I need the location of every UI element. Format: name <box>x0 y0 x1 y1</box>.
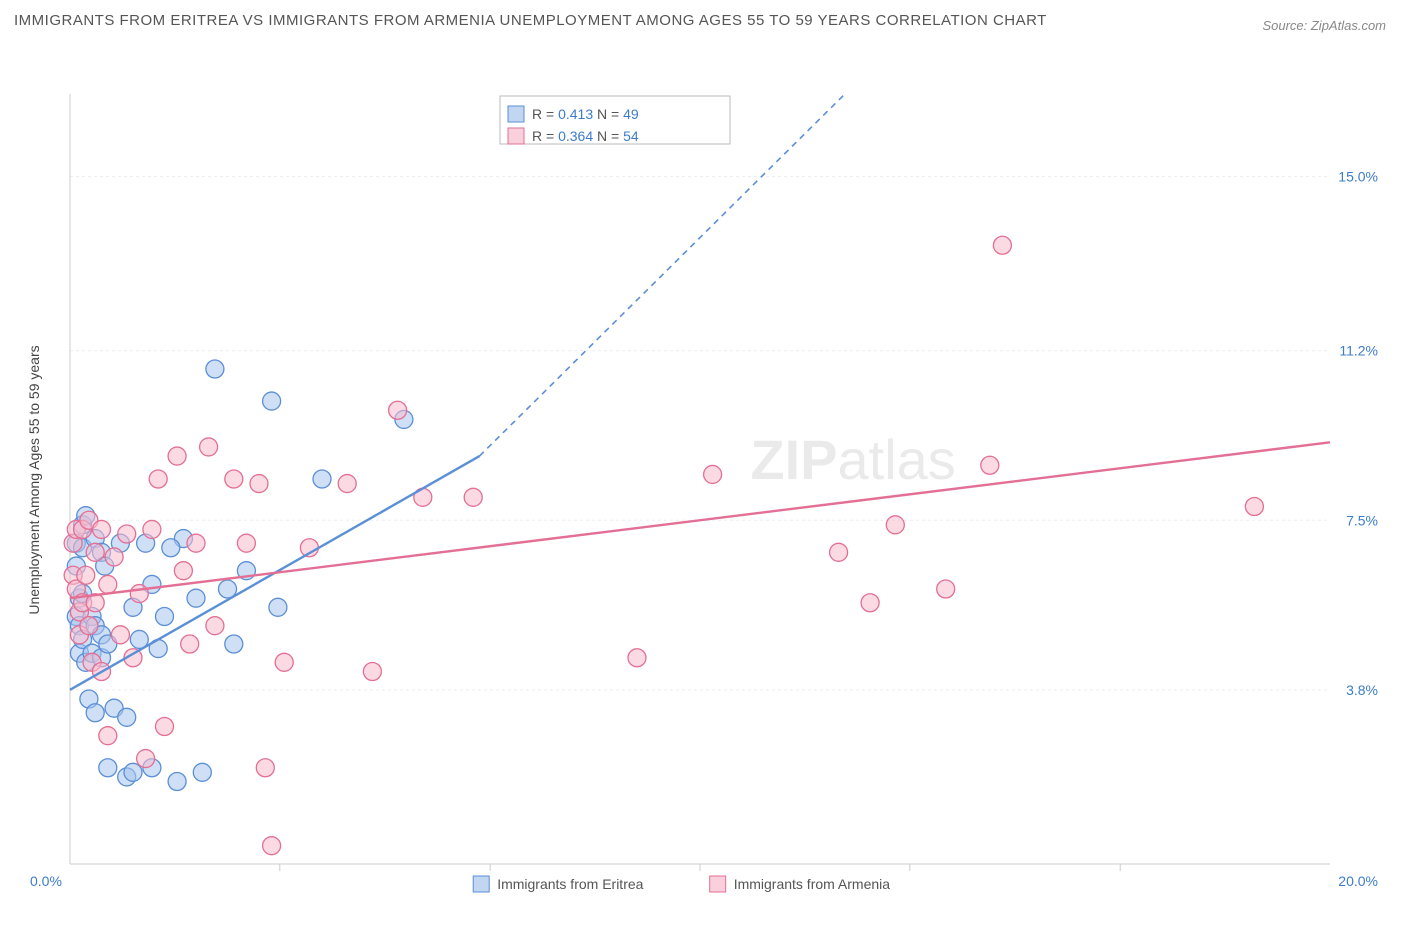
x-tick-label: 20.0% <box>1338 873 1378 889</box>
data-point <box>156 608 174 626</box>
data-point <box>263 837 281 855</box>
data-point <box>704 465 722 483</box>
data-point <box>338 475 356 493</box>
legend-swatch <box>508 106 524 122</box>
data-point <box>250 475 268 493</box>
data-point <box>93 520 111 538</box>
data-point <box>263 392 281 410</box>
data-point <box>149 470 167 488</box>
data-point <box>99 575 117 593</box>
data-point <box>86 543 104 561</box>
data-point <box>830 543 848 561</box>
data-point <box>111 626 129 644</box>
data-point <box>200 438 218 456</box>
data-point <box>99 759 117 777</box>
data-point <box>187 534 205 552</box>
data-point <box>937 580 955 598</box>
y-tick-label: 11.2% <box>1339 343 1378 359</box>
data-point <box>225 635 243 653</box>
data-point <box>130 585 148 603</box>
legend-swatch <box>508 128 524 144</box>
data-point <box>981 456 999 474</box>
data-point <box>137 750 155 768</box>
data-point <box>77 566 95 584</box>
data-point <box>269 598 287 616</box>
data-point <box>162 539 180 557</box>
chart-title: IMMIGRANTS FROM ERITREA VS IMMIGRANTS FR… <box>14 10 1047 33</box>
data-point <box>363 663 381 681</box>
data-point <box>389 401 407 419</box>
data-point <box>105 548 123 566</box>
legend-stats-row: R = 0.413 N = 49 <box>532 106 639 122</box>
data-point <box>156 718 174 736</box>
data-point <box>99 727 117 745</box>
data-point <box>464 488 482 506</box>
data-point <box>206 617 224 635</box>
data-point <box>187 589 205 607</box>
data-point <box>275 653 293 671</box>
data-point <box>1245 498 1263 516</box>
svg-text:ZIPatlas: ZIPatlas <box>750 428 955 491</box>
data-point <box>174 562 192 580</box>
data-point <box>237 534 255 552</box>
legend-stats-row: R = 0.364 N = 54 <box>532 128 639 144</box>
y-tick-label: 15.0% <box>1338 169 1378 185</box>
data-point <box>168 447 186 465</box>
source-attribution: Source: ZipAtlas.com <box>1262 18 1386 33</box>
data-point <box>193 763 211 781</box>
data-point <box>861 594 879 612</box>
x-tick-label: 0.0% <box>30 873 62 889</box>
data-point <box>168 773 186 791</box>
trend-line-extrapolated <box>480 94 845 456</box>
y-tick-label: 3.8% <box>1346 682 1378 698</box>
legend-swatch <box>473 876 489 892</box>
legend-series-label: Immigrants from Eritrea <box>497 876 643 892</box>
data-point <box>118 525 136 543</box>
legend-swatch <box>710 876 726 892</box>
data-point <box>206 360 224 378</box>
data-point <box>313 470 331 488</box>
data-point <box>124 763 142 781</box>
data-point <box>628 649 646 667</box>
scatter-chart: ZIPatlas 3.8% 7.5% 11.2% 15.0% 0.0% 20.0% R = 0… <box>14 70 1392 900</box>
legend-series-label: Immigrants from Armenia <box>734 876 891 892</box>
data-point <box>993 236 1011 254</box>
data-point <box>181 635 199 653</box>
data-point <box>886 516 904 534</box>
data-point <box>225 470 243 488</box>
data-point <box>256 759 274 777</box>
y-tick-label: 7.5% <box>1346 512 1378 528</box>
data-point <box>143 520 161 538</box>
y-axis-label: Unemployment Among Ages 55 to 59 years <box>26 345 42 614</box>
data-point <box>80 617 98 635</box>
data-point <box>86 704 104 722</box>
data-point <box>118 708 136 726</box>
chart-container: Unemployment Among Ages 55 to 59 years Z… <box>14 70 1392 890</box>
